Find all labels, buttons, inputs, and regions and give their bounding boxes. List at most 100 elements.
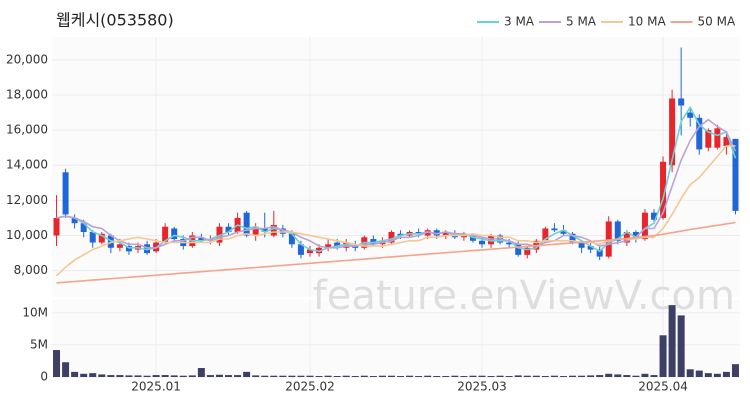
candle-body — [388, 232, 395, 243]
candle-body — [216, 226, 223, 243]
candle-body — [524, 247, 531, 255]
candle-body — [623, 232, 630, 243]
candle-body — [89, 232, 96, 243]
volume-bar — [713, 373, 721, 377]
candle-body — [116, 244, 123, 248]
volume-bar — [342, 375, 350, 377]
candle-body — [171, 228, 178, 240]
candle-body — [243, 212, 250, 236]
legend-label: 50 MA — [698, 15, 736, 29]
volume-bar — [197, 368, 205, 377]
volume-bar — [578, 375, 586, 377]
volume-bar — [306, 375, 314, 377]
y-tick-label: 16,000 — [6, 123, 48, 137]
candle-body — [125, 246, 132, 252]
volume-bar — [116, 375, 124, 377]
volume-bar — [505, 376, 513, 377]
volume-bar — [152, 375, 160, 377]
volume-bar — [559, 376, 567, 377]
candle-body — [343, 242, 350, 248]
volume-bar — [215, 374, 223, 377]
volume-bar — [270, 375, 278, 377]
candle-body — [225, 226, 232, 232]
volume-bar — [460, 376, 468, 377]
y-tick-label: 20,000 — [6, 52, 48, 66]
ma-line — [56, 105, 737, 253]
volume-bar — [605, 373, 613, 377]
volume-bar — [125, 375, 133, 377]
candle-body — [198, 237, 205, 241]
volume-bar — [161, 375, 169, 377]
candle-body — [714, 128, 721, 148]
candle-body — [62, 172, 69, 215]
candle-body — [98, 233, 105, 243]
candle-body — [660, 161, 667, 218]
volume-bar — [641, 373, 649, 377]
watermark: feature.enViewV.com — [313, 273, 735, 319]
volume-bar — [98, 374, 106, 377]
volume-bar — [704, 373, 712, 377]
volume-bar — [650, 375, 658, 377]
candle-body — [288, 233, 295, 245]
candle-body — [352, 246, 359, 248]
candle-body — [261, 228, 268, 232]
candle-body — [678, 98, 685, 106]
volume-bar — [234, 375, 242, 377]
volume-bar — [442, 376, 450, 377]
candle-body — [469, 235, 476, 241]
candle-body — [424, 230, 431, 236]
y-tick-label: 18,000 — [6, 87, 48, 101]
volume-bar — [514, 375, 522, 377]
candle-body — [71, 217, 78, 224]
candle-body — [578, 242, 585, 248]
volume-bar — [243, 371, 251, 377]
candle-body — [80, 223, 87, 232]
volume-bar — [333, 376, 341, 377]
candle-body — [370, 239, 377, 245]
candle-body — [687, 112, 694, 118]
candle-body — [596, 249, 603, 257]
x-tick-label: 2025.03 — [457, 380, 507, 394]
candle-body — [560, 230, 567, 234]
volume-bar — [351, 376, 359, 377]
x-tick-label: 2025.01 — [131, 380, 181, 394]
candle-body — [605, 221, 612, 257]
volume-bar — [433, 376, 441, 377]
volume-bar — [451, 375, 459, 377]
volume-bar — [596, 375, 604, 377]
candle-body — [551, 228, 558, 231]
candle-body — [397, 233, 404, 236]
volume-bar — [523, 375, 531, 377]
volume-bar — [496, 375, 504, 377]
candle-body — [669, 98, 676, 166]
volume-bar — [632, 375, 640, 377]
x-tick-label: 2025.02 — [285, 380, 335, 394]
price-panel — [52, 37, 740, 297]
volume-bar — [53, 350, 61, 377]
volume-bar — [406, 375, 414, 377]
volume-bar — [623, 375, 631, 377]
candle-body — [433, 230, 440, 236]
y-tick-label: 0 — [40, 370, 48, 384]
volume-bar — [360, 375, 368, 377]
volume-bar — [731, 364, 739, 377]
legend-label: 5 MA — [566, 15, 597, 29]
ma-line — [56, 221, 736, 284]
candle-body — [479, 240, 485, 245]
candle-body — [696, 117, 703, 150]
volume-bar — [369, 376, 377, 377]
candle-body — [297, 244, 304, 255]
candle-body — [270, 224, 277, 236]
candle-body — [488, 235, 495, 245]
volume-bar — [252, 375, 260, 377]
volume-bar — [677, 315, 685, 377]
candle-body — [732, 138, 739, 211]
volume-bar — [397, 376, 405, 377]
candle-body — [641, 212, 648, 240]
volume-bar — [206, 375, 214, 377]
candle-body — [144, 244, 151, 254]
volume-bar — [107, 375, 115, 377]
volume-bar — [532, 375, 540, 377]
volume-bar — [261, 375, 269, 377]
volume-bar — [324, 375, 332, 377]
